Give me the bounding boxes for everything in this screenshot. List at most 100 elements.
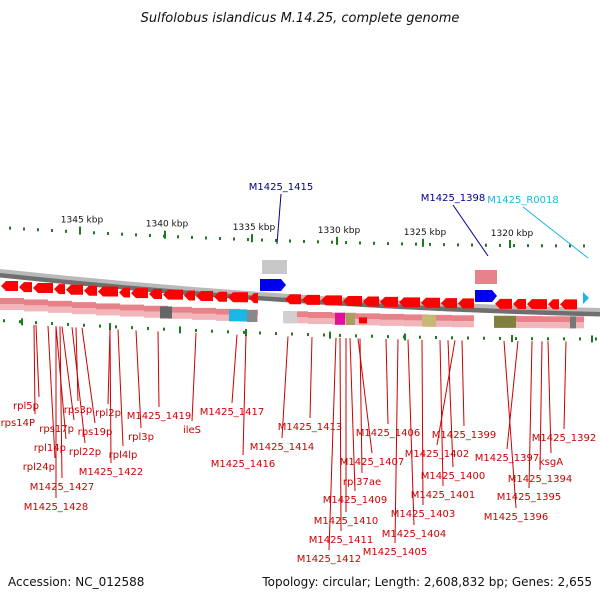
gene-label-m1425-1405[interactable]: M1425_1405 [363,547,428,558]
gene-label-m1425-1407[interactable]: M1425_1407 [340,457,405,468]
gene-label-rpl24p[interactable]: rpl24p [23,462,55,473]
gene-arrow-icon[interactable] [66,284,83,295]
lower-tick-dot [131,326,133,330]
callout-m1425-1415[interactable]: M1425_1415 [249,182,314,193]
lower-tick-dot [35,321,37,325]
gene-arrow-icon[interactable] [184,290,195,301]
gene-arrow-icon[interactable] [149,288,162,299]
gene-label-rpl4lp[interactable]: rpl4lp [109,450,138,461]
gene-label-m1425-1402[interactable]: M1425_1402 [405,449,470,460]
gene-label-m1425-1411[interactable]: M1425_1411 [309,535,374,546]
gene-band-shade [0,304,24,310]
gene-label-rps19p[interactable]: rps19p [78,427,113,438]
gene-label-m1425-1410[interactable]: M1425_1410 [314,516,379,527]
gene-label-m1425-1409[interactable]: M1425_1409 [323,495,388,506]
gene-arrow-icon[interactable] [196,291,213,302]
gene-label-rps3p[interactable]: rps3p [64,405,92,416]
gene-arrow-icon[interactable] [560,299,577,310]
gene-label-rpl22p[interactable]: rpl22p [69,447,101,458]
scale-tick-dot [9,226,11,230]
gene-arrow-icon[interactable] [249,293,258,304]
gene-label-m1425-1416[interactable]: M1425_1416 [211,459,276,470]
gene-label-rps14p[interactable]: rps14P [1,418,35,429]
gene-arrow-icon[interactable] [1,281,18,292]
lower-tick-dot [499,336,501,340]
gene-label-rpl14p[interactable]: rpl14p [34,443,66,454]
gene-label-m1425-1394[interactable]: M1425_1394 [508,474,573,485]
gene-band [428,314,452,321]
gene-arrow-icon[interactable] [527,299,547,310]
gene-label-m1425-1392[interactable]: M1425_1392 [532,433,597,444]
rna-feature-1415-box[interactable] [262,260,287,274]
gene-label-rpl2p[interactable]: rpl2p [95,408,121,419]
gene-label-m1425-1397[interactable]: M1425_1397 [475,453,540,464]
gene-arrow-icon[interactable] [33,282,53,293]
gene-arrow-icon[interactable] [441,298,457,309]
gene-arrow-icon[interactable] [548,299,559,310]
gene-label-m1425-1406[interactable]: M1425_1406 [356,428,421,439]
gene-leader-line [33,325,36,415]
gene-arrow-icon[interactable] [131,288,148,299]
scale-tick-dot [177,235,179,239]
lower-tick-dot [3,319,5,323]
rna-feature-1398-arrow-icon[interactable] [475,290,497,302]
gene-arrow-icon[interactable] [302,294,320,305]
genome-summary-text: Topology: circular; Length: 2,608,832 bp… [261,575,592,589]
gene-arrow-icon[interactable] [399,297,420,308]
gene-arrow-icon[interactable] [214,291,227,302]
gene-label-rpl3p[interactable]: rpl3p [128,432,154,443]
gene-label-iles[interactable]: ileS [183,425,201,436]
gene-band [72,302,96,309]
gene-arrow-icon[interactable] [285,294,301,305]
gene-label-m1425-1400[interactable]: M1425_1400 [421,471,486,482]
scale-major-tick [509,239,511,248]
gene-label-rps17p[interactable]: rps17p [39,424,74,435]
gene-arrow-icon[interactable] [458,298,474,309]
gene-band [192,307,216,314]
gene-label-m1425-1419[interactable]: M1425_1419 [127,411,192,422]
rna-feature-1398-box[interactable] [475,270,497,284]
callout-m1425-1398[interactable]: M1425_1398 [421,193,486,204]
gene-arrow-icon[interactable] [343,296,362,307]
gene-band [518,316,542,323]
gene-label-rpl37ae[interactable]: rpl37ae [343,477,381,488]
gene-leader-line [35,325,40,398]
gene-arrow-icon[interactable] [98,286,118,297]
gene-arrow-icon[interactable] [228,292,248,303]
gene-label-m1425-1428[interactable]: M1425_1428 [24,502,89,513]
gene-label-m1425-1412[interactable]: M1425_1412 [297,554,362,565]
gene-leader-line [135,330,142,429]
gene-labels: rpl5p rps14P rps17p rpl14p rpl24p M1425_1427 M… [1,325,597,565]
gene-arrow-icon[interactable] [163,289,183,300]
gene-label-m1425-1396[interactable]: M1425_1396 [484,512,549,523]
gene-arrow-icon[interactable] [495,298,512,309]
gene-label-m1425-1399[interactable]: M1425_1399 [432,430,497,441]
rna-feature-r0018-arrow-icon[interactable] [583,292,589,304]
gene-label-m1425-1417[interactable]: M1425_1417 [200,407,265,418]
gene-leader-line [539,341,543,471]
gene-arrow-icon[interactable] [54,284,65,295]
gene-label-ksga[interactable]: ksgA [539,457,563,468]
gene-arrow-icon[interactable] [363,296,379,307]
gene-label-m1425-1395[interactable]: M1425_1395 [497,492,562,503]
gene-label-rpl5p[interactable]: rpl5p [13,401,39,412]
gene-label-m1425-1403[interactable]: M1425_1403 [391,509,456,520]
callout-m1425-r0018[interactable]: M1425_R0018 [487,195,558,206]
gene-arrow-icon[interactable] [380,296,398,307]
gene-label-m1425-1401[interactable]: M1425_1401 [411,490,476,501]
gene-arrow-icon[interactable] [119,287,130,298]
gene-leader-line [117,329,124,447]
gene-arrow-icon[interactable] [421,297,440,308]
gene-arrow-icon[interactable] [321,295,342,306]
gene-label-m1425-1404[interactable]: M1425_1404 [382,529,447,540]
gene-label-m1425-1413[interactable]: M1425_1413 [278,422,343,433]
gene-leader-line [506,341,519,450]
rna-feature-1415-arrow-icon[interactable] [260,279,286,291]
gene-band-shade [24,305,48,312]
gene-arrow-icon[interactable] [513,299,526,310]
gene-label-m1425-1427[interactable]: M1425_1427 [30,482,95,493]
gene-label-m1425-1414[interactable]: M1425_1414 [250,442,315,453]
gene-arrow-icon[interactable] [84,285,97,296]
gene-label-m1425-1422[interactable]: M1425_1422 [79,467,144,478]
gene-arrow-icon[interactable] [19,282,32,293]
